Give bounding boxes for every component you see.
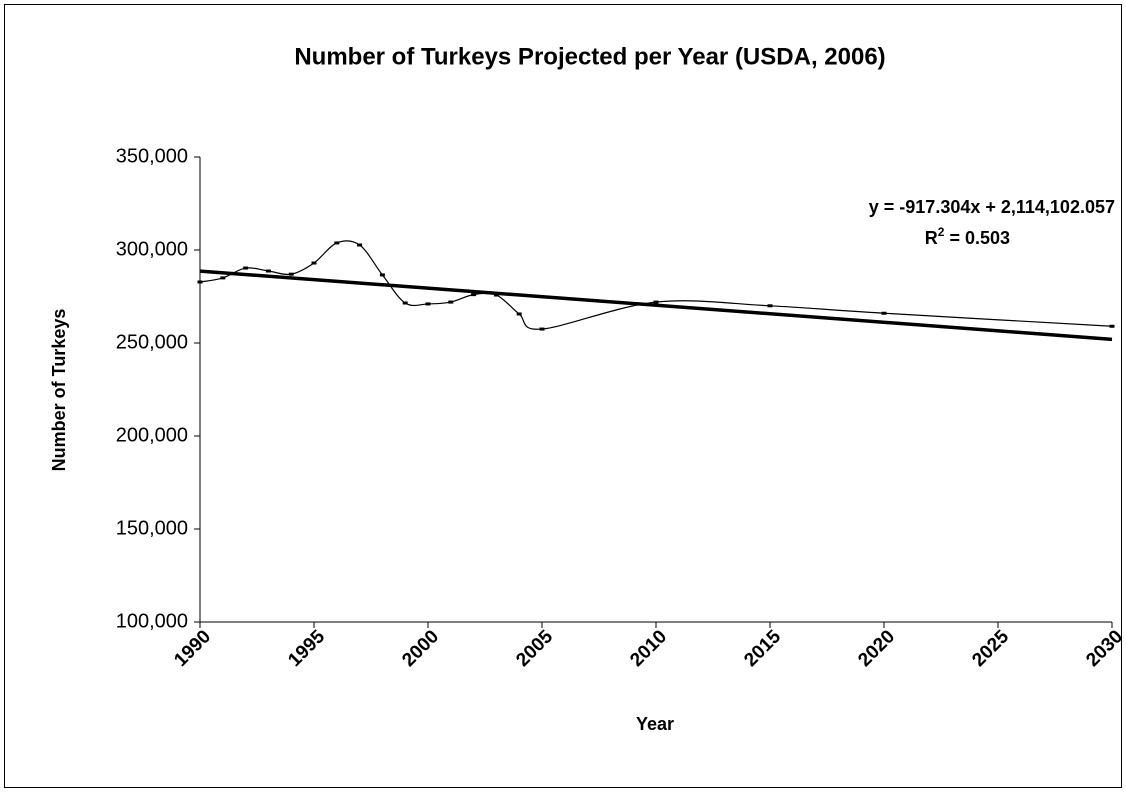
data-marker bbox=[311, 261, 317, 265]
data-marker bbox=[653, 300, 659, 304]
y-tick-label: 250,000 bbox=[116, 331, 188, 353]
x-axis-title: Year bbox=[636, 714, 674, 734]
data-marker bbox=[471, 293, 477, 297]
data-marker bbox=[767, 304, 773, 308]
r-squared-rest: = 0.503 bbox=[944, 228, 1010, 248]
data-line bbox=[199, 240, 1113, 330]
data-marker bbox=[197, 280, 203, 284]
data-marker bbox=[539, 327, 545, 331]
y-tick-label: 100,000 bbox=[116, 610, 188, 632]
data-marker bbox=[357, 243, 363, 247]
data-marker bbox=[402, 301, 408, 305]
trend-equation: y = -917.304x + 2,114,102.057 bbox=[869, 197, 1115, 217]
data-marker bbox=[288, 272, 294, 276]
chart-title: Number of Turkeys Projected per Year (US… bbox=[294, 43, 885, 70]
data-marker bbox=[243, 266, 249, 270]
y-tick-label: 150,000 bbox=[116, 517, 188, 539]
data-marker bbox=[379, 273, 385, 277]
chart-border bbox=[4, 4, 1122, 788]
data-marker bbox=[265, 269, 271, 273]
y-axis-title: Number of Turkeys bbox=[49, 309, 69, 472]
data-marker bbox=[881, 311, 887, 315]
r-squared-sup: 2 bbox=[938, 225, 945, 239]
trendline bbox=[199, 269, 1113, 342]
data-marker bbox=[448, 300, 454, 304]
r-squared: R2 = 0.503 bbox=[925, 225, 1010, 248]
data-marker bbox=[220, 276, 226, 280]
y-tick-label: 350,000 bbox=[116, 145, 188, 167]
data-marker bbox=[516, 312, 522, 316]
y-tick-label: 300,000 bbox=[116, 238, 188, 260]
data-marker bbox=[1109, 324, 1115, 328]
y-tick-label: 200,000 bbox=[116, 424, 188, 446]
data-marker bbox=[334, 241, 340, 245]
r-squared-base: R bbox=[925, 228, 938, 248]
data-marker bbox=[425, 302, 431, 306]
